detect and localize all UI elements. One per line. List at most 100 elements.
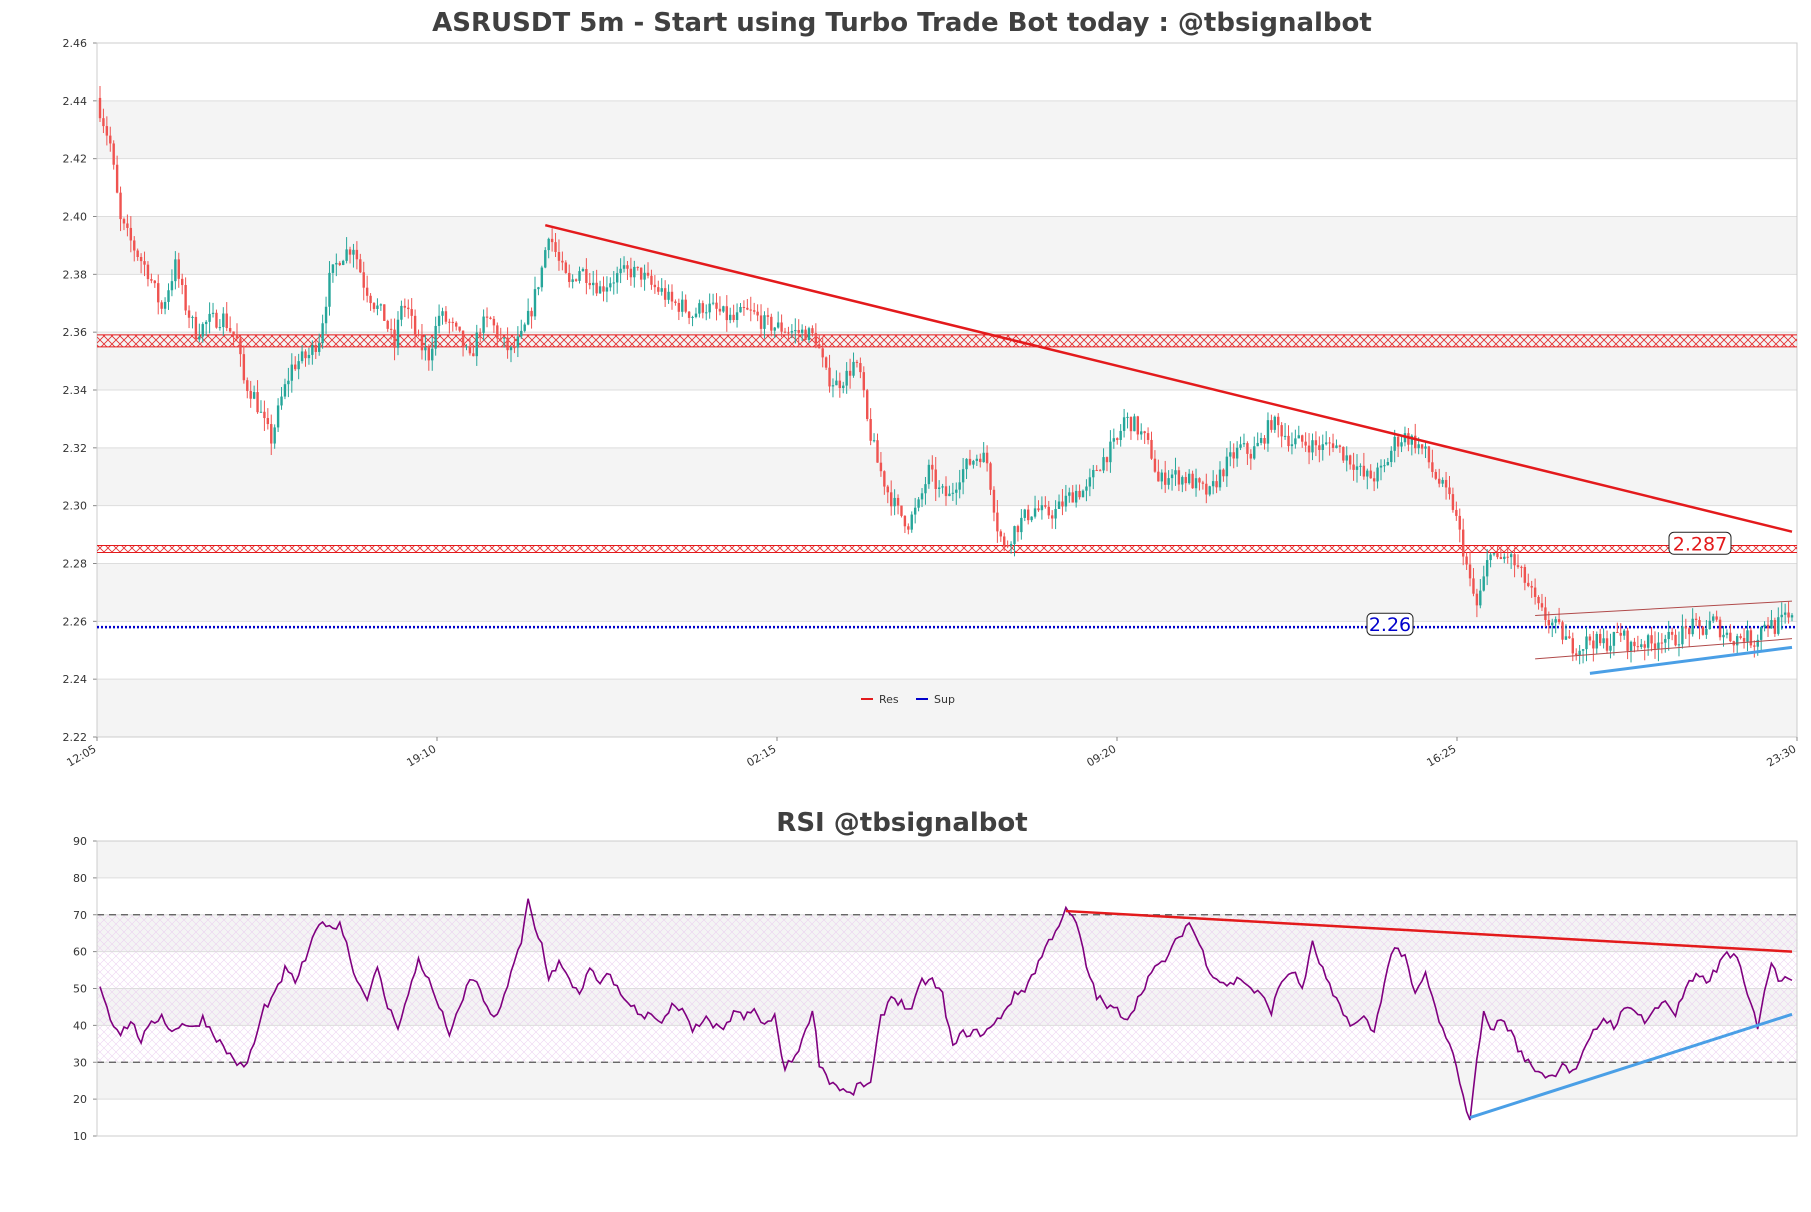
support-trendline: [1589, 645, 1793, 675]
y-tick-label: 2.34: [63, 384, 88, 397]
candle-body: [1321, 444, 1324, 450]
rsi-y-tick-label: 30: [73, 1056, 87, 1069]
candle-body: [1020, 517, 1023, 533]
candle-body: [1153, 458, 1157, 472]
candle-body: [215, 312, 218, 328]
candle-body: [1390, 450, 1393, 463]
candle-body: [177, 259, 180, 279]
candle-body: [1129, 416, 1133, 432]
x-tick-label: 02:15: [745, 742, 779, 769]
candle-body: [1578, 650, 1581, 656]
candle-body: [1335, 445, 1338, 448]
candle-body: [1085, 486, 1088, 491]
candle-body: [1215, 481, 1218, 488]
candle-body: [458, 326, 461, 331]
candle-body: [146, 264, 150, 280]
candle-body: [807, 328, 811, 340]
candle-body: [1294, 438, 1297, 445]
candle-body: [889, 492, 893, 507]
candle-body: [1739, 636, 1742, 639]
candle-body: [866, 390, 869, 420]
candle-body: [537, 287, 540, 290]
candle-body: [434, 325, 437, 349]
candle-body: [835, 380, 838, 386]
candle-body: [1701, 626, 1705, 635]
candle-body: [931, 464, 934, 470]
candle-body: [800, 329, 804, 333]
candle-body: [376, 305, 379, 309]
candle-body: [160, 302, 163, 309]
y-tick-label: 2.36: [63, 326, 88, 339]
y-tick-label: 2.30: [63, 500, 88, 513]
rsi-frame: [96, 840, 1798, 1137]
candle-body: [122, 219, 126, 224]
candle-body: [475, 332, 478, 357]
candle-body: [1071, 492, 1074, 503]
candle-body: [749, 309, 752, 311]
candle-body: [1575, 653, 1578, 656]
candle-body: [1040, 505, 1044, 511]
y-tick-label: 2.40: [63, 211, 88, 224]
resistance-level-label-box: [1668, 531, 1732, 555]
y-tick-label: 2.22: [63, 731, 88, 744]
candle-body: [1150, 439, 1153, 459]
candle-body: [663, 288, 667, 300]
candle-body: [448, 321, 451, 323]
candle-body: [1485, 560, 1489, 577]
candle-body: [1646, 635, 1650, 648]
rsi-support-trendline: [1469, 1012, 1793, 1119]
main-chart-title: ASRUSDT 5m - Start using Turbo Trade Bot…: [432, 8, 1372, 38]
candle-body: [1688, 628, 1691, 635]
candle-body: [1187, 473, 1191, 484]
candle-body: [1554, 619, 1557, 623]
candle-body: [670, 291, 674, 302]
candle-body: [98, 97, 102, 119]
candle-body: [352, 249, 355, 255]
candle-body: [999, 531, 1003, 537]
candle-body: [985, 452, 989, 464]
candle-body: [150, 279, 153, 281]
candle-body: [831, 385, 835, 387]
channel-line: [1535, 600, 1793, 617]
candle-body: [246, 380, 249, 391]
candle-body: [1013, 526, 1016, 545]
price-band: [97, 447, 1797, 506]
candle-body: [194, 316, 198, 340]
candle-body: [1122, 417, 1126, 431]
rsi-line: [99, 898, 1793, 1121]
candle-body: [513, 347, 516, 349]
candle-body: [763, 315, 766, 329]
candle-body: [129, 227, 133, 241]
candle-body: [1766, 624, 1770, 629]
candle-body: [677, 302, 681, 312]
candle-body: [1537, 596, 1540, 604]
candle-body: [187, 310, 191, 318]
price-band: [97, 679, 1797, 737]
candle-body: [1780, 614, 1783, 618]
candle-body: [965, 458, 968, 470]
candle-body: [804, 329, 807, 340]
candle-body: [1516, 565, 1520, 567]
candle-body: [170, 281, 174, 291]
candle-body: [1414, 435, 1417, 449]
candle-body: [1712, 616, 1715, 621]
candle-body: [1773, 620, 1777, 634]
candle-body: [691, 316, 694, 318]
candle-body: [1318, 445, 1321, 450]
candle-body: [948, 493, 951, 497]
candle-body: [735, 312, 739, 320]
candle-body: [1725, 632, 1729, 635]
candle-body: [715, 302, 718, 309]
candle-body: [595, 282, 598, 294]
candle-body: [1352, 464, 1355, 470]
candle-body: [1109, 441, 1112, 463]
candle-body: [163, 301, 167, 309]
candle-body: [1184, 477, 1187, 484]
candle-body: [184, 285, 187, 311]
candle-body: [742, 306, 746, 308]
candle-body: [276, 405, 280, 428]
candle-body: [571, 279, 574, 282]
candle-body: [862, 372, 865, 391]
candle-body: [420, 335, 424, 351]
price-band: [97, 100, 1797, 159]
